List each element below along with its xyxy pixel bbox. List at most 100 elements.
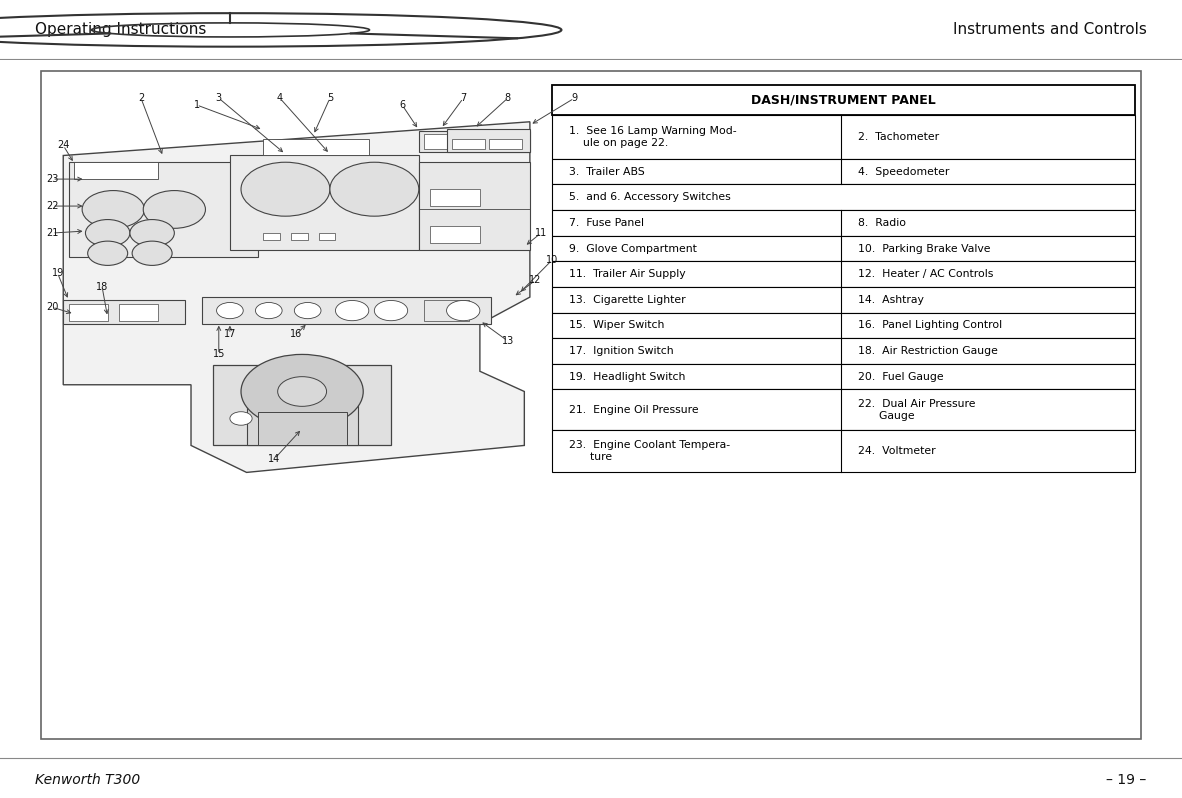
Circle shape xyxy=(143,191,206,228)
FancyBboxPatch shape xyxy=(452,139,486,148)
FancyBboxPatch shape xyxy=(63,301,186,324)
Text: 9.  Glove Compartment: 9. Glove Compartment xyxy=(569,243,696,254)
Text: 2: 2 xyxy=(138,93,144,103)
FancyBboxPatch shape xyxy=(552,338,1136,364)
FancyBboxPatch shape xyxy=(69,162,258,257)
Text: 21.  Engine Oil Pressure: 21. Engine Oil Pressure xyxy=(569,405,699,415)
FancyBboxPatch shape xyxy=(229,156,418,250)
FancyBboxPatch shape xyxy=(41,71,1141,739)
FancyBboxPatch shape xyxy=(202,297,491,324)
Circle shape xyxy=(132,241,173,266)
FancyBboxPatch shape xyxy=(552,184,1136,210)
Text: – 19 –: – 19 – xyxy=(1106,772,1147,787)
Circle shape xyxy=(278,377,326,406)
Circle shape xyxy=(241,162,330,216)
Text: 12: 12 xyxy=(530,275,541,285)
Text: 22.  Dual Air Pressure
      Gauge: 22. Dual Air Pressure Gauge xyxy=(857,399,975,421)
Text: 10: 10 xyxy=(546,255,558,265)
Text: 9: 9 xyxy=(571,93,577,103)
Text: 11: 11 xyxy=(535,228,547,238)
FancyBboxPatch shape xyxy=(74,162,157,179)
Text: 14: 14 xyxy=(268,454,280,464)
Circle shape xyxy=(87,241,128,266)
Circle shape xyxy=(229,412,252,425)
Text: 21: 21 xyxy=(46,228,58,238)
Circle shape xyxy=(330,162,418,216)
FancyBboxPatch shape xyxy=(552,313,1136,338)
Text: 20.  Fuel Gauge: 20. Fuel Gauge xyxy=(857,372,943,381)
FancyBboxPatch shape xyxy=(489,139,522,148)
Text: 11.  Trailer Air Supply: 11. Trailer Air Supply xyxy=(569,269,686,279)
Circle shape xyxy=(294,302,322,318)
Text: 13: 13 xyxy=(501,336,514,346)
Circle shape xyxy=(216,302,243,318)
Circle shape xyxy=(82,191,144,228)
Text: 6: 6 xyxy=(400,100,405,110)
Text: 4.  Speedometer: 4. Speedometer xyxy=(857,167,949,176)
Text: 4: 4 xyxy=(277,93,282,103)
FancyBboxPatch shape xyxy=(447,128,530,152)
FancyBboxPatch shape xyxy=(552,287,1136,313)
Text: 14.  Ashtray: 14. Ashtray xyxy=(857,294,923,305)
FancyBboxPatch shape xyxy=(552,389,1136,430)
Text: 3: 3 xyxy=(216,93,222,103)
Text: 10.  Parking Brake Valve: 10. Parking Brake Valve xyxy=(857,243,991,254)
Text: Instruments and Controls: Instruments and Controls xyxy=(953,22,1147,38)
Polygon shape xyxy=(63,122,530,472)
FancyBboxPatch shape xyxy=(552,85,1136,115)
Circle shape xyxy=(255,302,282,318)
FancyBboxPatch shape xyxy=(213,365,391,445)
Text: 22: 22 xyxy=(46,201,58,211)
FancyBboxPatch shape xyxy=(69,304,108,321)
Text: 23.  Engine Coolant Tempera-
      ture: 23. Engine Coolant Tempera- ture xyxy=(569,440,730,461)
FancyBboxPatch shape xyxy=(552,364,1136,389)
Circle shape xyxy=(447,301,480,321)
FancyBboxPatch shape xyxy=(430,189,480,206)
Text: 5.  and 6. Accessory Switches: 5. and 6. Accessory Switches xyxy=(569,192,730,203)
FancyBboxPatch shape xyxy=(430,227,480,243)
Text: Kenworth T300: Kenworth T300 xyxy=(35,772,141,787)
FancyBboxPatch shape xyxy=(264,233,280,239)
Text: 17.  Ignition Switch: 17. Ignition Switch xyxy=(569,346,674,356)
Text: 15.  Wiper Switch: 15. Wiper Switch xyxy=(569,321,664,330)
FancyBboxPatch shape xyxy=(258,412,346,445)
Text: 8: 8 xyxy=(505,93,511,103)
FancyBboxPatch shape xyxy=(424,134,525,148)
FancyBboxPatch shape xyxy=(424,301,469,321)
FancyBboxPatch shape xyxy=(319,233,336,239)
Text: 12.  Heater / AC Controls: 12. Heater / AC Controls xyxy=(857,269,993,279)
Text: 18: 18 xyxy=(96,282,109,292)
FancyBboxPatch shape xyxy=(247,405,358,445)
FancyBboxPatch shape xyxy=(552,262,1136,287)
Text: 1: 1 xyxy=(194,100,200,110)
Text: 24: 24 xyxy=(57,140,70,150)
Text: 7: 7 xyxy=(460,93,467,103)
Text: 20: 20 xyxy=(46,302,58,312)
Circle shape xyxy=(130,219,175,247)
Text: 13.  Cigarette Lighter: 13. Cigarette Lighter xyxy=(569,294,686,305)
Text: 5: 5 xyxy=(326,93,333,103)
FancyBboxPatch shape xyxy=(552,159,1136,184)
Circle shape xyxy=(241,354,363,429)
Text: 8.  Radio: 8. Radio xyxy=(857,218,905,228)
FancyBboxPatch shape xyxy=(418,131,530,152)
FancyBboxPatch shape xyxy=(552,235,1136,262)
Text: Operating Instructions: Operating Instructions xyxy=(35,22,207,38)
Circle shape xyxy=(85,219,130,247)
Text: 18.  Air Restriction Gauge: 18. Air Restriction Gauge xyxy=(857,346,998,356)
Text: 19: 19 xyxy=(52,268,64,279)
Text: 2.  Tachometer: 2. Tachometer xyxy=(857,132,939,142)
Circle shape xyxy=(336,301,369,321)
Text: 17: 17 xyxy=(223,330,236,339)
Text: 1.  See 16 Lamp Warning Mod-
    ule on page 22.: 1. See 16 Lamp Warning Mod- ule on page … xyxy=(569,126,736,148)
Text: 3.  Trailer ABS: 3. Trailer ABS xyxy=(569,167,644,176)
Text: 19.  Headlight Switch: 19. Headlight Switch xyxy=(569,372,686,381)
FancyBboxPatch shape xyxy=(118,304,157,321)
FancyBboxPatch shape xyxy=(552,210,1136,235)
FancyBboxPatch shape xyxy=(552,430,1136,472)
FancyBboxPatch shape xyxy=(418,162,530,250)
Text: 16: 16 xyxy=(291,330,303,339)
Text: 16.  Panel Lighting Control: 16. Panel Lighting Control xyxy=(857,321,1001,330)
Circle shape xyxy=(375,301,408,321)
FancyBboxPatch shape xyxy=(552,115,1136,159)
